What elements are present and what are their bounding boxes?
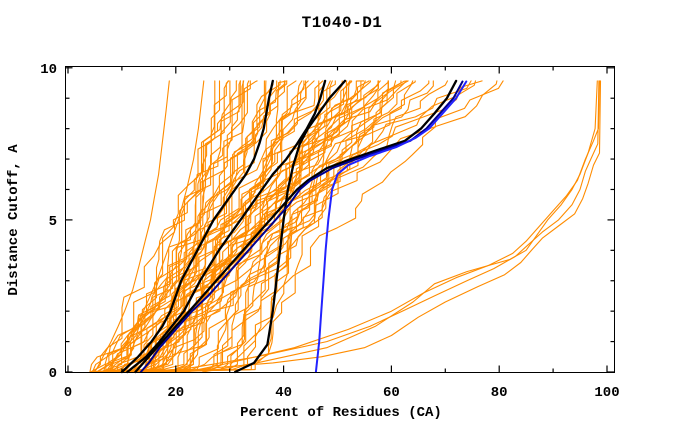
orange-right-2: [164, 80, 600, 373]
model-line-orange-right: [124, 80, 498, 373]
model-line-orange-right: [160, 80, 402, 373]
plot-frame: [65, 66, 615, 373]
model-line-orange-band: [110, 80, 303, 373]
model-line-orange-band: [151, 80, 353, 373]
orange-right-4: [202, 80, 598, 373]
model-line-orange-band: [110, 80, 245, 373]
plot-border: [65, 66, 615, 373]
orange-right-1: [175, 80, 602, 373]
x-axis-label: Percent of Residues (CA): [240, 405, 442, 421]
model-line-orange-right: [137, 80, 472, 373]
x-tick-label: 40: [275, 385, 292, 401]
model-line-orange-right: [123, 80, 434, 373]
model-line-orange-band: [135, 80, 389, 373]
x-tick-label: 0: [64, 385, 72, 401]
reference-black-3: [233, 79, 347, 374]
model-line-orange-band: [151, 80, 297, 373]
model-line-orange-band: [127, 80, 267, 373]
model-line-orange-band: [129, 80, 238, 373]
y-tick-label: 0: [49, 366, 57, 382]
y-axis-label: Distance Cutoff, A: [6, 144, 22, 296]
orange-second-left: [105, 80, 205, 373]
model-line-orange-band: [95, 80, 336, 373]
model-line-orange-right: [127, 80, 483, 373]
y-tick-label: 5: [49, 214, 57, 230]
reference-black-2: [126, 79, 327, 374]
model-line-orange-band: [144, 80, 320, 373]
model-line-orange-band: [129, 80, 348, 373]
chart-title: T1040-D1: [302, 14, 383, 32]
x-tick-label: 80: [491, 385, 508, 401]
model-line-orange-band: [148, 80, 414, 373]
model-line-orange-band: [95, 80, 307, 373]
tick-labels: 0 20 40 60 80 100 0 5 10: [40, 62, 619, 401]
model-line-orange-band: [111, 80, 361, 373]
reference-black-4: [134, 79, 458, 374]
model-line-orange-right: [139, 80, 449, 373]
x-tick-label: 100: [594, 385, 619, 401]
model-blue: [314, 80, 468, 373]
x-tick-label: 60: [383, 385, 400, 401]
model-line-orange-band: [108, 80, 379, 373]
reference-black-1: [120, 79, 274, 374]
model-line-orange-band: [114, 80, 278, 373]
y-tick-label: 10: [40, 62, 57, 78]
model-navy: [139, 80, 464, 373]
model-line-orange-band: [91, 80, 324, 373]
orange-leftmost: [94, 80, 170, 373]
model-line-orange-right: [174, 80, 430, 373]
model-line-orange-band: [131, 80, 229, 373]
model-line-orange-band: [102, 80, 351, 373]
x-tick-label: 20: [167, 385, 184, 401]
model-line-orange-band: [139, 80, 251, 373]
series-layer: [89, 79, 602, 374]
tick-marks: [65, 66, 615, 373]
